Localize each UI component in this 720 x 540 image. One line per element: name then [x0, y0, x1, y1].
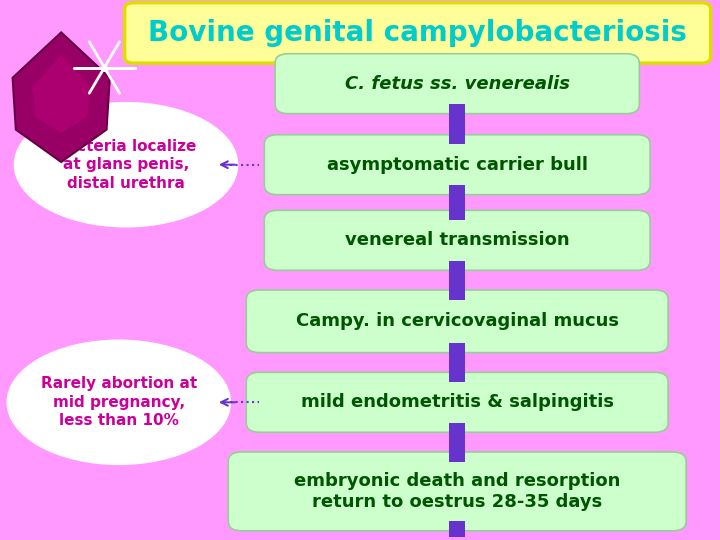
- Text: venereal transmission: venereal transmission: [345, 231, 570, 249]
- Text: Campy. in cervicovaginal mucus: Campy. in cervicovaginal mucus: [296, 312, 618, 330]
- FancyBboxPatch shape: [264, 210, 650, 270]
- Text: Bacteria localize
at glans penis,
distal urethra: Bacteria localize at glans penis, distal…: [55, 139, 197, 191]
- FancyBboxPatch shape: [449, 185, 465, 220]
- FancyBboxPatch shape: [228, 452, 686, 531]
- FancyBboxPatch shape: [246, 373, 668, 432]
- FancyBboxPatch shape: [125, 3, 711, 63]
- Text: asymptomatic carrier bull: asymptomatic carrier bull: [327, 156, 588, 174]
- FancyBboxPatch shape: [264, 135, 650, 195]
- Text: Bovine genital campylobacteriosis: Bovine genital campylobacteriosis: [148, 19, 687, 48]
- Text: Rarely abortion at
mid pregnancy,
less than 10%: Rarely abortion at mid pregnancy, less t…: [40, 376, 197, 428]
- FancyBboxPatch shape: [449, 261, 465, 300]
- Text: C. fetus ss. venerealis: C. fetus ss. venerealis: [345, 75, 570, 93]
- FancyBboxPatch shape: [246, 290, 668, 353]
- Text: mild endometritis & salpingitis: mild endometritis & salpingitis: [301, 393, 613, 411]
- Ellipse shape: [7, 340, 230, 464]
- Text: embryonic death and resorption
return to oestrus 28-35 days: embryonic death and resorption return to…: [294, 472, 621, 511]
- FancyBboxPatch shape: [449, 521, 465, 537]
- FancyBboxPatch shape: [449, 343, 465, 382]
- FancyBboxPatch shape: [275, 54, 639, 114]
- Polygon shape: [32, 55, 91, 133]
- Ellipse shape: [14, 103, 238, 227]
- FancyBboxPatch shape: [449, 423, 465, 462]
- Polygon shape: [13, 32, 110, 162]
- FancyBboxPatch shape: [449, 104, 465, 144]
